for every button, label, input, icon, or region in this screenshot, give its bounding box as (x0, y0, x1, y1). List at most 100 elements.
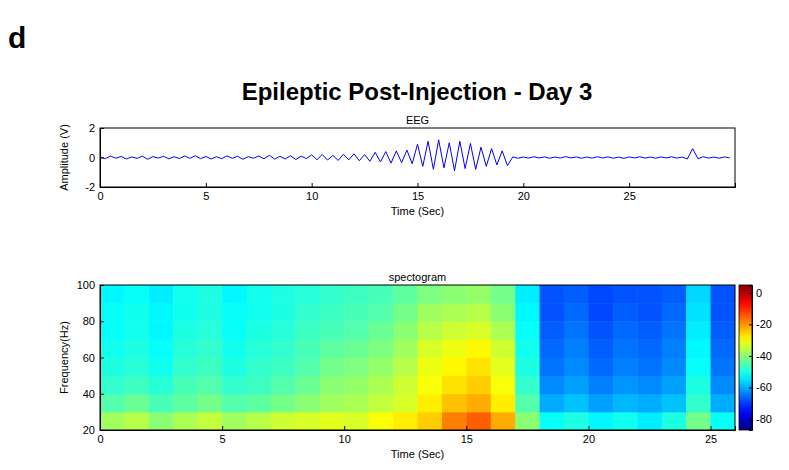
heatmap-cell (515, 394, 540, 413)
heatmap-cell (247, 394, 272, 413)
heatmap-cell (198, 339, 223, 358)
heatmap-cell (613, 303, 638, 322)
heatmap-cell (442, 321, 467, 340)
heatmap-cell (662, 394, 687, 413)
heatmap-cell (418, 321, 443, 340)
heatmap-cell (442, 358, 467, 377)
heatmap-cell (564, 285, 589, 304)
heatmap-cell (198, 412, 223, 430)
colorbar-axis-tick-label: -20 (756, 318, 772, 330)
y-axis-tick: 40 (83, 388, 104, 400)
y-axis-tick-label: 60 (83, 352, 95, 364)
heatmap-cell (198, 303, 223, 322)
colorbar-axis-tick: -20 (749, 318, 772, 330)
heatmap-cell (320, 358, 345, 377)
heatmap-cell (686, 412, 711, 430)
heatmap-cell (320, 412, 345, 430)
heatmap-cell (418, 412, 443, 430)
heatmap-cell (247, 358, 272, 377)
y-axis-tick-label: 100 (77, 279, 95, 291)
heatmap-cell (344, 358, 369, 377)
y-axis-tick-label: 2 (89, 122, 95, 134)
heatmap-cell (491, 394, 516, 413)
heatmap-cell (686, 303, 711, 322)
heatmap-cell (149, 321, 174, 340)
heatmap-cell (320, 285, 345, 304)
heatmap-cell (613, 358, 638, 377)
heatmap-cell (466, 412, 491, 430)
heatmap-cell (173, 358, 198, 377)
heatmap-cell (588, 321, 613, 340)
heatmap-cell (588, 303, 613, 322)
x-axis-tick-mark (466, 426, 467, 430)
heatmap-cell (466, 358, 491, 377)
heatmap-cell (515, 339, 540, 358)
heatmap-cell (295, 285, 320, 304)
heatmap-cell (295, 376, 320, 395)
x-axis-tick-label: 0 (97, 433, 103, 445)
heatmap-cell (613, 339, 638, 358)
heatmap-cell (344, 394, 369, 413)
heatmap-cell (247, 285, 272, 304)
heatmap-cell (222, 358, 247, 377)
figure: dEpileptic Post-Injection - Day 30510152… (0, 0, 789, 470)
x-axis-tick-label: 5 (203, 190, 209, 202)
x-axis-tick-label: 10 (306, 190, 318, 202)
heatmap-cell (222, 321, 247, 340)
heatmap-cell (564, 412, 589, 430)
heatmap-cell (173, 285, 198, 304)
heatmap-cell (222, 285, 247, 304)
heatmap-cell (222, 376, 247, 395)
heatmap-cell (613, 321, 638, 340)
heatmap-cell (466, 321, 491, 340)
heatmap-cell (491, 321, 516, 340)
heatmap-cell (344, 303, 369, 322)
colorbar (739, 285, 752, 430)
y-axis-tick: 80 (83, 315, 104, 327)
x-axis-tick-label: 15 (461, 433, 473, 445)
heatmap-cell (198, 394, 223, 413)
heatmap-cell (540, 394, 565, 413)
x-axis-tick: 25 (705, 426, 717, 445)
heatmap-cell (247, 339, 272, 358)
heatmap-cell (320, 376, 345, 395)
colorbar-axis-tick-mark (749, 324, 752, 325)
heatmap-cell (418, 303, 443, 322)
plot-area (100, 140, 730, 171)
y-axis: 20 40 60 80 100 (77, 279, 104, 436)
heatmap-cell (564, 339, 589, 358)
x-axis-tick: 10 (339, 426, 351, 445)
heatmap-cell (637, 412, 662, 430)
heatmap-cell (369, 358, 394, 377)
heatmap-cell (100, 394, 125, 413)
y-axis-tick-label: 0 (89, 152, 95, 164)
heatmap-cell (613, 285, 638, 304)
heatmap-cell (124, 376, 149, 395)
heatmap-cell (124, 339, 149, 358)
heatmap-cell (100, 303, 125, 322)
heatmap-cell (149, 339, 174, 358)
y-axis-tick: 20 (83, 424, 104, 436)
heatmap-cell (369, 376, 394, 395)
heatmap-cell (711, 339, 735, 358)
heatmap-cell (686, 358, 711, 377)
heatmap-cell (515, 412, 540, 430)
y-axis-line (101, 286, 105, 431)
heatmap-cell (247, 303, 272, 322)
heatmap-cell (271, 358, 296, 377)
heatmap-cell (173, 303, 198, 322)
y-axis-title: Frequency(Hz) (58, 321, 70, 394)
heatmap-cell (320, 339, 345, 358)
heatmap-cell (442, 412, 467, 430)
heatmap-cell (540, 358, 565, 377)
y-axis-tick-label: 40 (83, 388, 95, 400)
y-axis: -202 (85, 122, 104, 193)
heatmap-cell (295, 303, 320, 322)
y-axis-tick: 0 (89, 152, 104, 164)
panel-title: EEG (406, 114, 429, 126)
heatmap-cell (491, 376, 516, 395)
x-axis-tick: 5 (203, 183, 209, 202)
heatmap-cell (515, 321, 540, 340)
x-axis-tick-mark (312, 183, 313, 187)
colorbar-axis: 0-20-40-60-80 (749, 286, 772, 431)
